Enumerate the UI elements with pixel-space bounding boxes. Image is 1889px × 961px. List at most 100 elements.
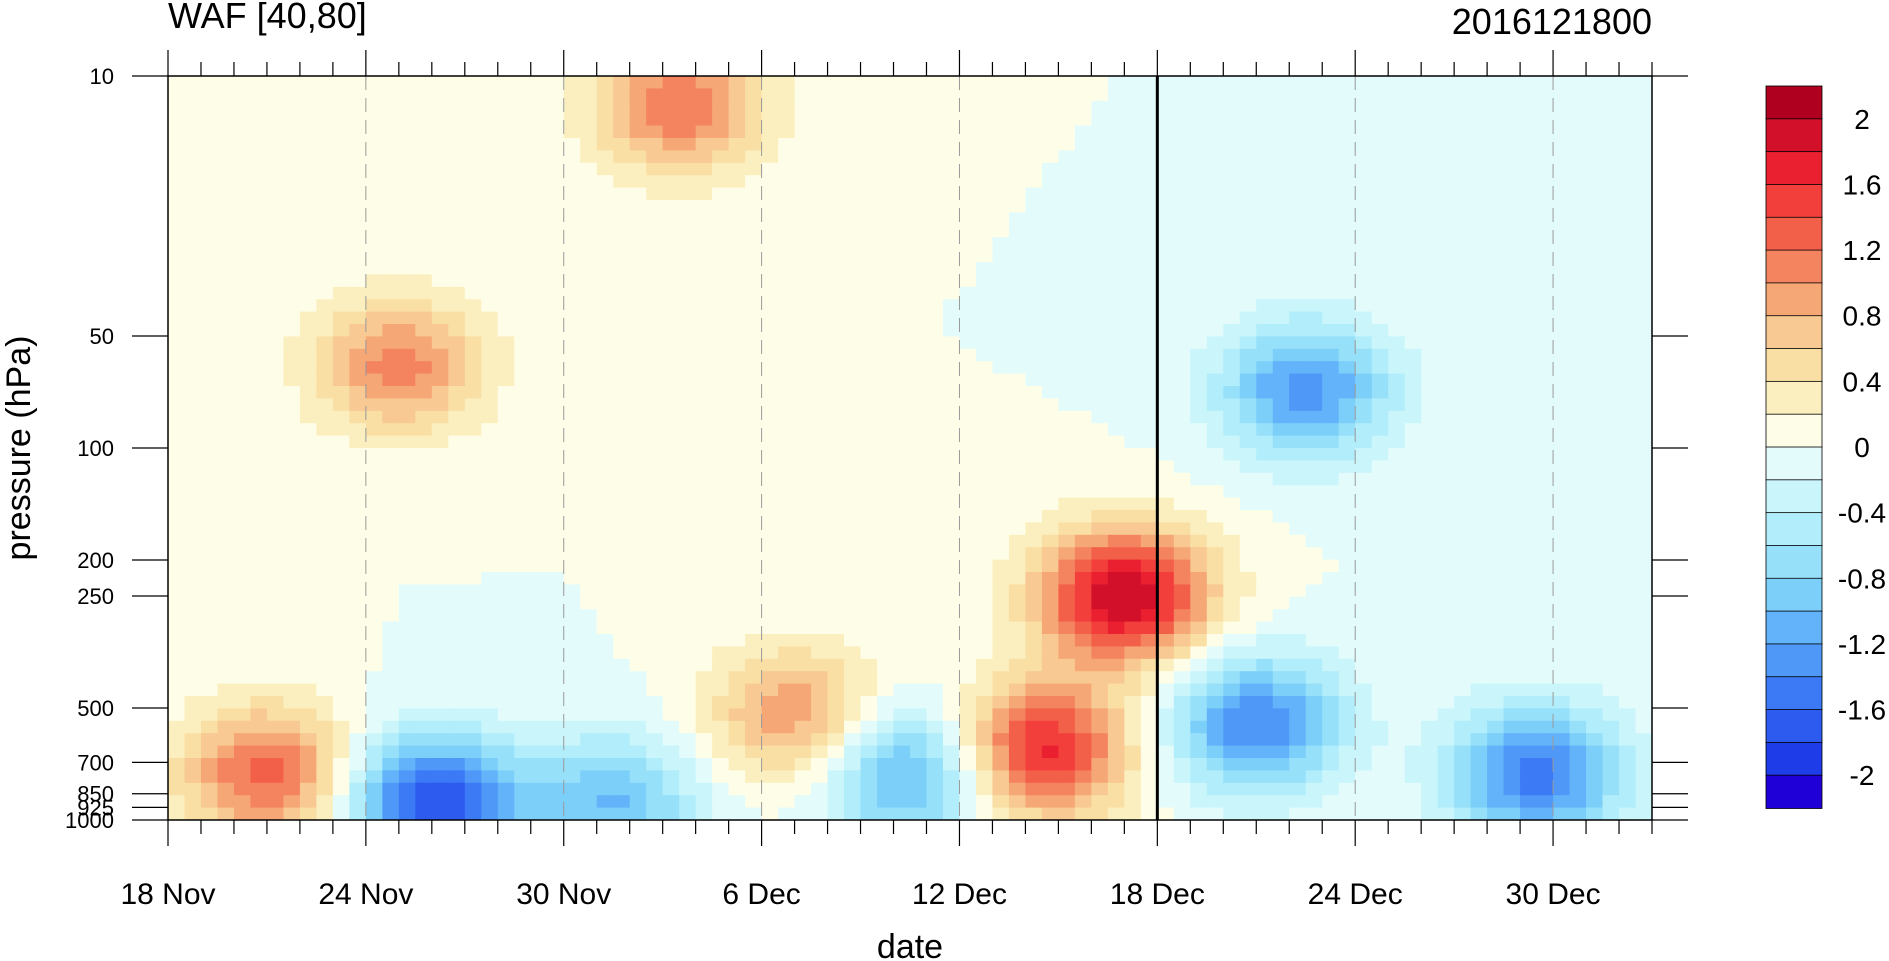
heat-cell (299, 522, 317, 536)
heat-cell (1074, 125, 1092, 139)
heat-cell (1256, 696, 1274, 709)
heat-cell (1107, 497, 1125, 511)
heat-cell (794, 460, 812, 474)
heat-cell (1190, 559, 1208, 573)
heat-cell (844, 386, 862, 399)
heat-cell (662, 770, 680, 784)
heat-cell (942, 150, 961, 164)
heat-cell (1190, 609, 1208, 623)
heat-cell (1322, 621, 1340, 635)
heat-cell (168, 547, 186, 561)
heat-cell (1157, 162, 1175, 176)
heat-cell (975, 671, 994, 685)
heat-cell (679, 472, 697, 486)
heat-cell (481, 386, 499, 399)
heat-cell (283, 286, 301, 300)
heat-cell (1157, 671, 1175, 685)
heat-cell (844, 286, 862, 300)
heat-cell (299, 138, 317, 151)
heat-cell (1041, 237, 1059, 251)
heat-cell (1338, 795, 1356, 809)
heat-cell (1470, 125, 1488, 139)
heat-cell (168, 584, 186, 598)
heat-cell (1470, 572, 1488, 585)
heat-cell (1404, 348, 1422, 362)
heat-cell (1206, 299, 1224, 313)
heat-cell (415, 807, 433, 820)
heat-cell (629, 76, 647, 89)
heat-cell (168, 386, 186, 399)
heat-cell (745, 782, 763, 796)
heat-cell (926, 510, 944, 523)
heat-cell (1371, 733, 1389, 747)
heat-cell (1503, 410, 1521, 424)
heat-cell (1289, 162, 1307, 176)
heat-cell (844, 634, 862, 647)
heat-cell (1305, 311, 1323, 325)
heat-cell (316, 435, 334, 449)
heat-cell (1140, 262, 1158, 275)
heat-cell (365, 324, 383, 337)
heat-cell (662, 472, 680, 486)
heat-cell (1190, 274, 1208, 288)
heat-cell (1536, 175, 1554, 189)
heat-cell (1487, 460, 1505, 474)
heat-cell (662, 534, 680, 548)
heat-cell (530, 286, 548, 300)
heat-cell (266, 671, 285, 685)
heat-cell (975, 274, 994, 288)
heat-cell (283, 324, 301, 337)
heat-cell (860, 646, 878, 660)
heat-cell (893, 696, 911, 709)
heat-cell (910, 572, 928, 585)
heat-cell (1140, 237, 1158, 251)
heat-cell (1355, 76, 1373, 89)
heat-cell (1322, 683, 1340, 697)
heat-cell (1140, 76, 1158, 89)
heat-cell (1239, 249, 1257, 263)
heat-cell (712, 745, 730, 759)
heat-cell (299, 758, 317, 771)
heat-cell (1322, 113, 1340, 127)
heat-cell (942, 249, 961, 263)
heat-cell (1124, 733, 1142, 747)
heat-cell (1338, 162, 1356, 176)
heat-cell (1520, 237, 1538, 251)
heat-cell (1107, 162, 1125, 176)
heat-cell (1305, 286, 1323, 300)
heat-cell (1421, 162, 1439, 176)
heat-cell (712, 522, 730, 536)
heat-cell (1470, 311, 1488, 325)
heat-cell (926, 113, 944, 127)
heat-cell (1091, 299, 1109, 313)
heat-cell (811, 671, 829, 685)
heat-cell (382, 138, 400, 151)
heat-cell (1305, 410, 1323, 424)
heat-cell (1338, 398, 1356, 412)
heat-cell (415, 410, 433, 424)
heat-cell (168, 224, 186, 238)
heat-cell (877, 485, 895, 499)
heat-cell (580, 162, 598, 176)
heat-cell (844, 572, 862, 585)
heat-cell (365, 609, 383, 623)
heat-cell (497, 286, 515, 300)
heat-cell (514, 200, 532, 213)
heat-cell (1454, 758, 1472, 771)
heat-cell (844, 299, 862, 313)
heat-cell (464, 299, 482, 313)
heat-cell (448, 807, 466, 820)
heat-cell (530, 795, 548, 809)
heat-cell (1157, 472, 1175, 486)
heat-cell (464, 76, 482, 89)
heat-cell (877, 522, 895, 536)
heat-cell (217, 286, 235, 300)
heat-cell (794, 696, 812, 709)
heat-cell (1487, 125, 1505, 139)
heat-cell (1107, 200, 1125, 213)
heat-cell (1223, 286, 1241, 300)
heat-cell (910, 361, 928, 375)
heat-cell (778, 311, 796, 325)
heat-cell (580, 733, 598, 747)
heat-cell (349, 683, 367, 697)
